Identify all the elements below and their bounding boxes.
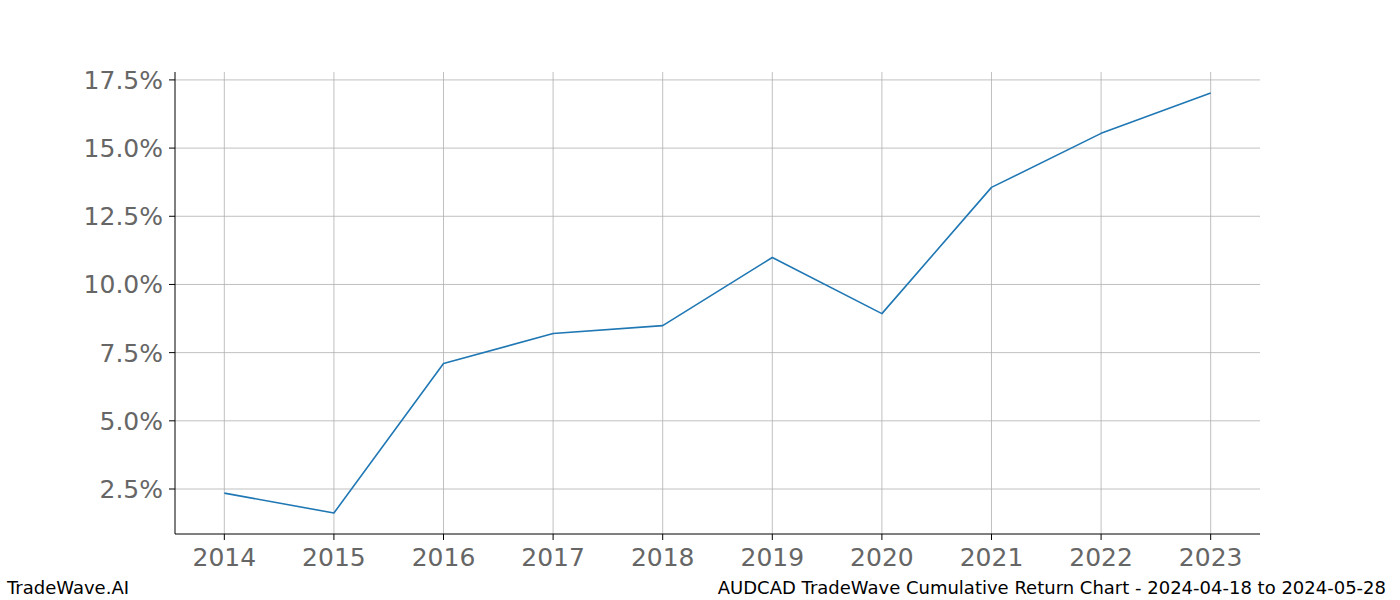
x-tick-label: 2014	[193, 543, 257, 572]
y-tick-label: 10.0%	[84, 270, 163, 299]
y-tick	[169, 148, 175, 149]
y-tick	[169, 352, 175, 353]
y-axis-line	[175, 72, 176, 534]
x-tick	[1101, 534, 1102, 540]
y-tick	[169, 284, 175, 285]
x-tick	[553, 534, 554, 540]
x-tick	[662, 534, 663, 540]
y-tick-label: 7.5%	[99, 339, 163, 368]
grid-line	[443, 72, 444, 534]
y-tick-label: 2.5%	[99, 475, 163, 504]
x-tick-label: 2023	[1179, 543, 1243, 572]
x-axis-line	[175, 534, 1260, 535]
x-tick-label: 2018	[631, 543, 695, 572]
grid-line	[991, 72, 992, 534]
x-tick	[1210, 534, 1211, 540]
x-tick-label: 2015	[302, 543, 366, 572]
grid-line	[175, 352, 1260, 353]
y-tick	[169, 489, 175, 490]
x-tick-label: 2017	[521, 543, 585, 572]
y-tick	[169, 420, 175, 421]
x-tick	[224, 534, 225, 540]
x-tick-label: 2016	[412, 543, 476, 572]
brand-label: TradeWave.AI	[6, 577, 129, 598]
y-tick	[169, 216, 175, 217]
grid	[175, 72, 1260, 534]
chart: 2014 2015 2016 2017 2018 2019 2020 2021 2022 2023…	[0, 0, 1400, 600]
x-tick-label: 2019	[740, 543, 804, 572]
grid-line	[881, 72, 882, 534]
y-tick	[169, 79, 175, 80]
grid-line	[175, 148, 1260, 149]
x-tick	[881, 534, 882, 540]
y-tick-label: 12.5%	[84, 202, 163, 231]
plot-area	[224, 93, 1210, 513]
y-tick-label: 15.0%	[84, 134, 163, 163]
grid-line	[175, 216, 1260, 217]
grid-line	[553, 72, 554, 534]
x-tick	[443, 534, 444, 540]
chart-title: AUDCAD TradeWave Cumulative Return Chart…	[718, 577, 1386, 598]
y-tick-label: 17.5%	[84, 66, 163, 95]
x-tick	[772, 534, 773, 540]
grid-line	[333, 72, 334, 534]
x-tick-label: 2021	[960, 543, 1024, 572]
grid-line	[662, 72, 663, 534]
x-tick	[991, 534, 992, 540]
grid-line	[772, 72, 773, 534]
grid-line	[1210, 72, 1211, 534]
grid-line	[175, 284, 1260, 285]
grid-line	[175, 79, 1260, 80]
y-tick-label: 5.0%	[99, 407, 163, 436]
grid-line	[224, 72, 225, 534]
grid-line	[175, 420, 1260, 421]
grid-line	[175, 489, 1260, 490]
grid-line	[1101, 72, 1102, 534]
x-tick	[333, 534, 334, 540]
x-tick-label: 2020	[850, 543, 914, 572]
x-tick-label: 2022	[1069, 543, 1133, 572]
line-series	[224, 93, 1210, 513]
